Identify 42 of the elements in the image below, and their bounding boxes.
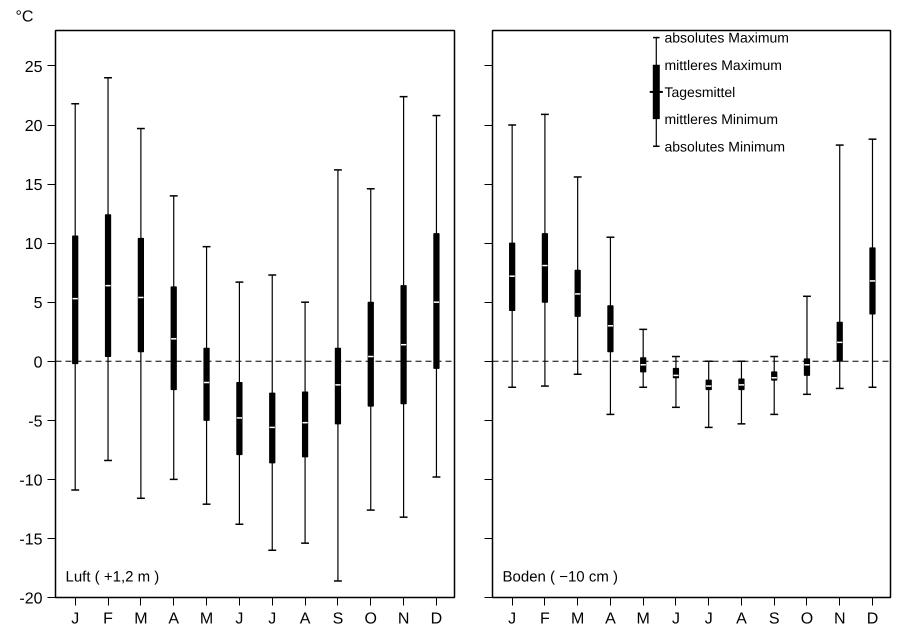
x-tick-label: J [71, 610, 80, 628]
x-tick-label: M [200, 610, 214, 628]
y-tick-label: -20 [19, 590, 43, 608]
y-tick-label: -5 [28, 413, 43, 430]
x-tick-label: A [300, 610, 311, 628]
x-tick-label: A [168, 610, 180, 628]
x-tick-label: S [332, 610, 344, 628]
x-tick-label: D [430, 610, 442, 628]
x-tick-label: J [268, 610, 276, 628]
x-tick-label: O [364, 610, 377, 628]
x-tick-label: M [571, 610, 584, 628]
x-tick-label: O [800, 610, 814, 628]
x-tick-label: S [768, 610, 780, 628]
y-tick-label: 20 [24, 118, 43, 135]
y-tick-label: 10 [24, 236, 43, 254]
annotation: absolutes Maximum [664, 30, 789, 46]
y-tick-label: -10 [19, 472, 43, 490]
x-tick-label: F [103, 610, 114, 628]
annotation: absolutes Minimum [664, 138, 786, 154]
x-tick-label: A [736, 610, 748, 628]
x-tick-label: N [398, 610, 410, 628]
x-tick-label: D [866, 610, 878, 628]
x-tick-label: N [834, 610, 846, 628]
y-tick-label: 25 [24, 58, 43, 76]
x-tick-label: A [605, 610, 616, 628]
y-tick-label: 5 [34, 295, 43, 312]
x-tick-label: J [235, 610, 244, 628]
x-tick-label: J [704, 610, 713, 628]
x-tick-label: J [508, 610, 516, 628]
x-tick-label: J [672, 610, 680, 628]
text: Boden ( −10 cm ) [502, 568, 618, 586]
y-tick-label: -15 [19, 531, 43, 548]
y-axis-title: °C [16, 8, 34, 26]
annotation: mittleres Maximum [664, 56, 782, 73]
text: Luft ( +1,2 m ) [66, 568, 160, 586]
y-tick-label: 0 [34, 354, 43, 372]
x-tick-label: M [134, 610, 148, 628]
annotation: Tagesmittel [664, 84, 736, 100]
x-tick-label: M [636, 610, 650, 628]
annotation: mittleres Minimum [664, 111, 778, 128]
y-tick-label: 15 [24, 177, 43, 194]
x-tick-label: F [540, 610, 550, 628]
